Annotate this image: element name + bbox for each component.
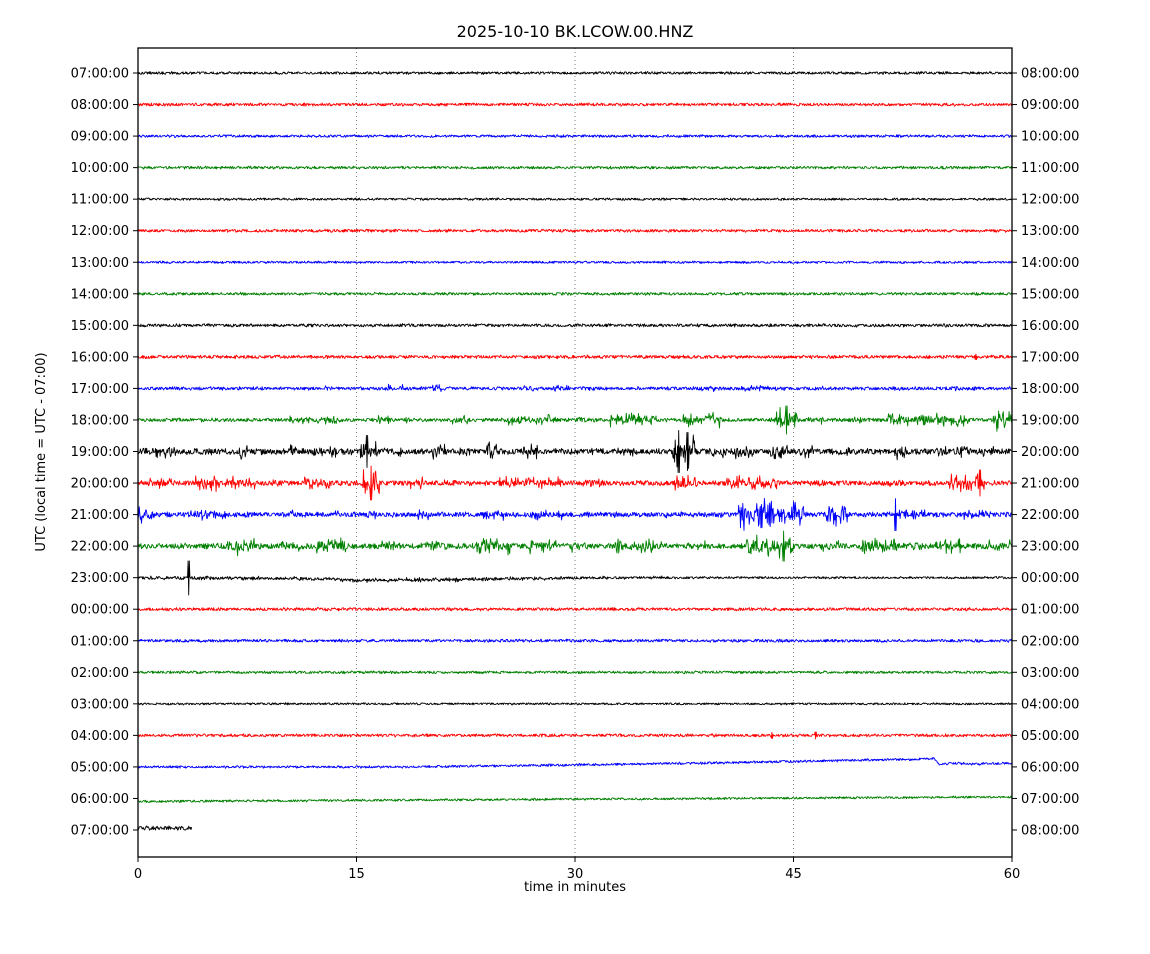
trace-08:00:00 [137,102,1013,107]
utc-label: 07:00:00 [71,824,129,839]
utc-label: 06:00:00 [71,792,129,807]
local-label: 22:00:00 [1021,508,1079,523]
local-label: 00:00:00 [1021,571,1079,586]
trace-10:00:00 [138,165,1013,170]
trace-01:00:00 [137,638,1013,643]
trace-lines [137,71,1013,831]
local-label: 07:00:00 [1021,792,1079,807]
trace-11:00:00 [137,197,1013,201]
local-label: 19:00:00 [1021,413,1079,428]
local-label: 17:00:00 [1021,350,1079,365]
utc-label: 18:00:00 [71,413,129,428]
utc-label: 20:00:00 [71,477,129,492]
local-label: 10:00:00 [1021,130,1079,145]
utc-label: 21:00:00 [71,508,129,523]
local-label: 12:00:00 [1021,193,1079,208]
local-label: 03:00:00 [1021,666,1079,681]
trace-23:00:00 [138,560,1013,596]
trace-12:00:00 [137,228,1013,233]
local-label: 20:00:00 [1021,445,1079,460]
utc-label: 03:00:00 [71,697,129,712]
trace-21:00:00 [137,498,1013,532]
local-label: 16:00:00 [1021,319,1079,334]
local-label: 09:00:00 [1021,98,1079,113]
utc-label: 09:00:00 [71,130,129,145]
local-label: 14:00:00 [1021,256,1079,271]
utc-label: 02:00:00 [71,666,129,681]
y-axis-label: UTC (local time = UTC - 07:00) [34,352,49,551]
local-label: 06:00:00 [1021,760,1079,775]
trace-20:00:00 [138,465,1013,501]
trace-15:00:00 [137,323,1013,328]
utc-label: 08:00:00 [71,98,129,113]
local-label: 04:00:00 [1021,697,1079,712]
utc-label: 14:00:00 [71,287,129,302]
utc-time-labels: 07:00:00 08:00:00 09:00:00 10:00:00 11:00:00… [71,67,129,839]
x-tick-label: 45 [785,867,802,882]
trace-22:00:00 [137,530,1013,562]
trace-05:00:00 [137,757,1013,769]
utc-label: 16:00:00 [71,350,129,365]
utc-label: 15:00:00 [71,319,129,334]
trace-13:00:00 [137,260,1013,264]
trace-00:00:00 [137,607,1013,612]
local-label: 18:00:00 [1021,382,1079,397]
x-axis-label: time in minutes [524,880,626,895]
utc-label: 00:00:00 [71,603,129,618]
local-label: 05:00:00 [1021,729,1079,744]
utc-label: 10:00:00 [71,161,129,176]
utc-label: 17:00:00 [71,382,129,397]
trace-17:00:00 [137,383,1013,393]
trace-14:00:00 [137,291,1013,296]
local-label: 23:00:00 [1021,540,1079,555]
trace-07:00:00 [137,825,193,831]
trace-18:00:00 [137,405,1013,435]
utc-label: 12:00:00 [71,224,129,239]
x-tick-label: 30 [567,867,584,882]
local-label: 15:00:00 [1021,287,1079,302]
x-tick-labels: 0 15 30 45 60 [134,867,1020,882]
local-label: 11:00:00 [1021,161,1079,176]
trace-07:00:00 [137,71,1013,75]
x-tick-label: 0 [134,867,142,882]
trace-06:00:00 [137,795,1013,803]
utc-label: 23:00:00 [71,571,129,586]
local-label: 08:00:00 [1021,824,1079,839]
x-tick-label: 15 [348,867,365,882]
trace-16:00:00 [137,353,1013,361]
utc-label: 11:00:00 [71,193,129,208]
utc-label: 07:00:00 [71,67,129,82]
trace-03:00:00 [137,702,1013,706]
utc-label: 19:00:00 [71,445,129,460]
axis-ticks [133,72,1017,862]
local-label: 08:00:00 [1021,67,1079,82]
utc-label: 01:00:00 [71,634,129,649]
utc-label: 13:00:00 [71,256,129,271]
chart-title: 2025-10-10 BK.LCOW.00.HNZ [457,22,694,41]
local-label: 21:00:00 [1021,477,1079,492]
utc-label: 05:00:00 [71,760,129,775]
local-label: 02:00:00 [1021,634,1079,649]
local-label: 13:00:00 [1021,224,1079,239]
x-tick-label: 60 [1004,867,1021,882]
utc-label: 04:00:00 [71,729,129,744]
trace-19:00:00 [137,430,1013,473]
local-time-labels: 08:00:00 09:00:00 10:00:00 11:00:00 12:00:00… [1021,67,1079,839]
local-label: 01:00:00 [1021,603,1079,618]
trace-02:00:00 [137,670,1013,675]
trace-04:00:00 [137,731,1013,740]
trace-09:00:00 [137,134,1013,138]
utc-label: 22:00:00 [71,540,129,555]
